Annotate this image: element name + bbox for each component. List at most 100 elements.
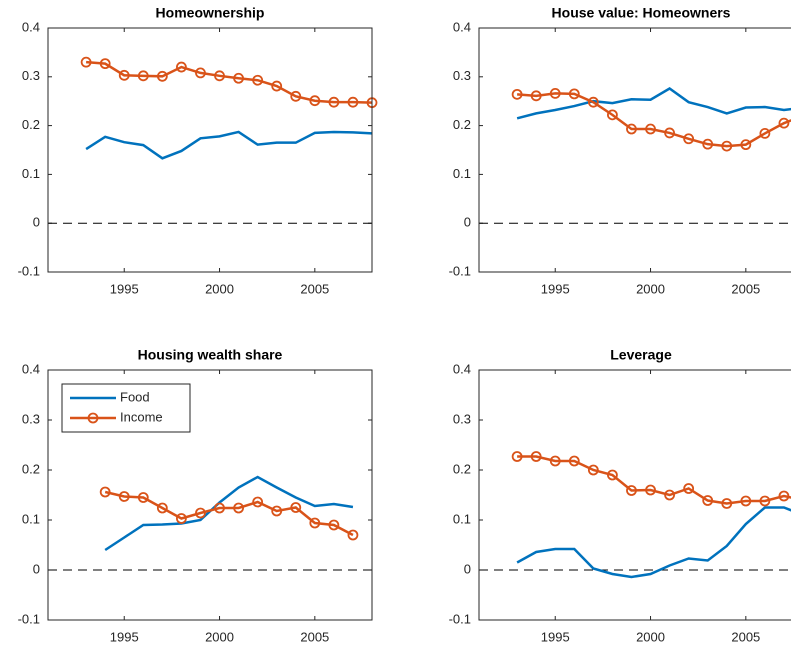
marker [587,464,599,476]
marker [328,96,340,108]
marker [118,69,130,81]
axes-frame [478,369,791,621]
y-tick-label: 0.1 [453,511,471,526]
y-tick-label: 0.3 [22,68,40,83]
axes-frame [47,369,373,621]
axes-frame [478,27,791,273]
legend-label: Food [120,389,150,404]
marker [99,58,111,70]
y-tick-label: 0.2 [22,461,40,476]
x-tick-label: 2005 [300,281,329,296]
marker [80,56,92,68]
series-line [85,130,373,160]
series-line [517,455,791,505]
y-tick-label: -0.1 [449,611,471,626]
marker [759,495,771,507]
series-line [516,87,791,120]
x-tick-label: 2005 [731,281,760,296]
marker [530,451,542,462]
marker [176,61,187,73]
x-tick-label: 1995 [110,281,139,296]
x-tick-label: 1995 [110,629,139,644]
y-tick-label: -0.1 [449,263,471,278]
marker [233,72,244,84]
marker [195,507,206,519]
marker [309,95,321,107]
x-tick-label: 2005 [300,629,329,644]
marker [137,70,149,82]
x-tick-label: 2005 [731,629,760,644]
marker [347,96,359,108]
marker [664,489,675,501]
marker [511,88,523,100]
marker [664,127,675,139]
marker [607,469,618,481]
marker [645,484,656,496]
y-tick-label: 0 [464,215,471,230]
y-tick-label: 0 [33,561,40,576]
y-tick-label: 0.3 [22,411,40,426]
marker [568,88,580,100]
marker [645,123,656,135]
marker [721,498,733,509]
series-line [104,475,354,552]
marker [568,455,580,467]
axes-box [479,28,791,272]
marker [511,451,523,462]
series-line [517,92,791,148]
subplot: Housing wealth share -0.1 0 0.1 0.2 0.3 0.4 199… [18,347,373,644]
y-tick-label: 0.4 [22,19,40,34]
subplot-title: Leverage [610,347,672,363]
y-tick-label: 0.1 [22,166,40,181]
marker [607,109,618,121]
marker [740,139,752,151]
marker [740,495,752,507]
y-tick-label: -0.1 [18,611,40,626]
marker [702,495,714,506]
marker [530,90,542,102]
marker [328,519,340,531]
y-tick-label: 0.3 [453,411,471,426]
marker [683,483,695,494]
marker [271,505,283,517]
marker [309,517,321,529]
legend-marker [87,412,99,424]
subplot: Homeownership -0.1 0 0.1 0.2 0.3 0.4 1995 2000 20… [18,5,378,296]
axes-box [479,370,791,620]
marker [702,138,714,150]
series-line [86,60,373,104]
y-tick-label: 0.4 [453,19,471,34]
y-tick-label: 0.2 [22,117,40,132]
subplot: Leverage -0.1 0 0.1 0.2 0.3 0.4 1995 2000 2005 [449,347,791,644]
marker [549,455,561,467]
y-tick-label: 0.3 [453,68,471,83]
y-tick-label: 0.4 [453,361,471,376]
marker [233,502,244,514]
marker [290,90,302,102]
marker [271,80,283,92]
marker [759,128,771,139]
subplot-title: Homeownership [156,5,265,21]
x-tick-label: 2000 [636,281,665,296]
marker [626,123,637,135]
marker [587,96,599,108]
marker [626,485,637,496]
marker [778,490,790,502]
marker [99,486,111,498]
subplot: House value: Homeowners -0.1 0 0.1 0.2 0.3 0.4… [449,5,791,296]
x-tick-label: 1995 [541,629,570,644]
legend-box [61,383,191,433]
marker [290,502,302,513]
y-tick-label: 0.2 [453,117,471,132]
marker [778,117,790,129]
marker [195,67,206,79]
x-tick-label: 2000 [636,629,665,644]
marker [683,133,695,145]
marker [252,496,264,508]
y-tick-label: 0 [464,561,471,576]
x-tick-label: 1995 [541,281,570,296]
x-tick-label: 2000 [205,281,234,296]
marker [176,513,187,524]
axes-frame [47,27,373,273]
